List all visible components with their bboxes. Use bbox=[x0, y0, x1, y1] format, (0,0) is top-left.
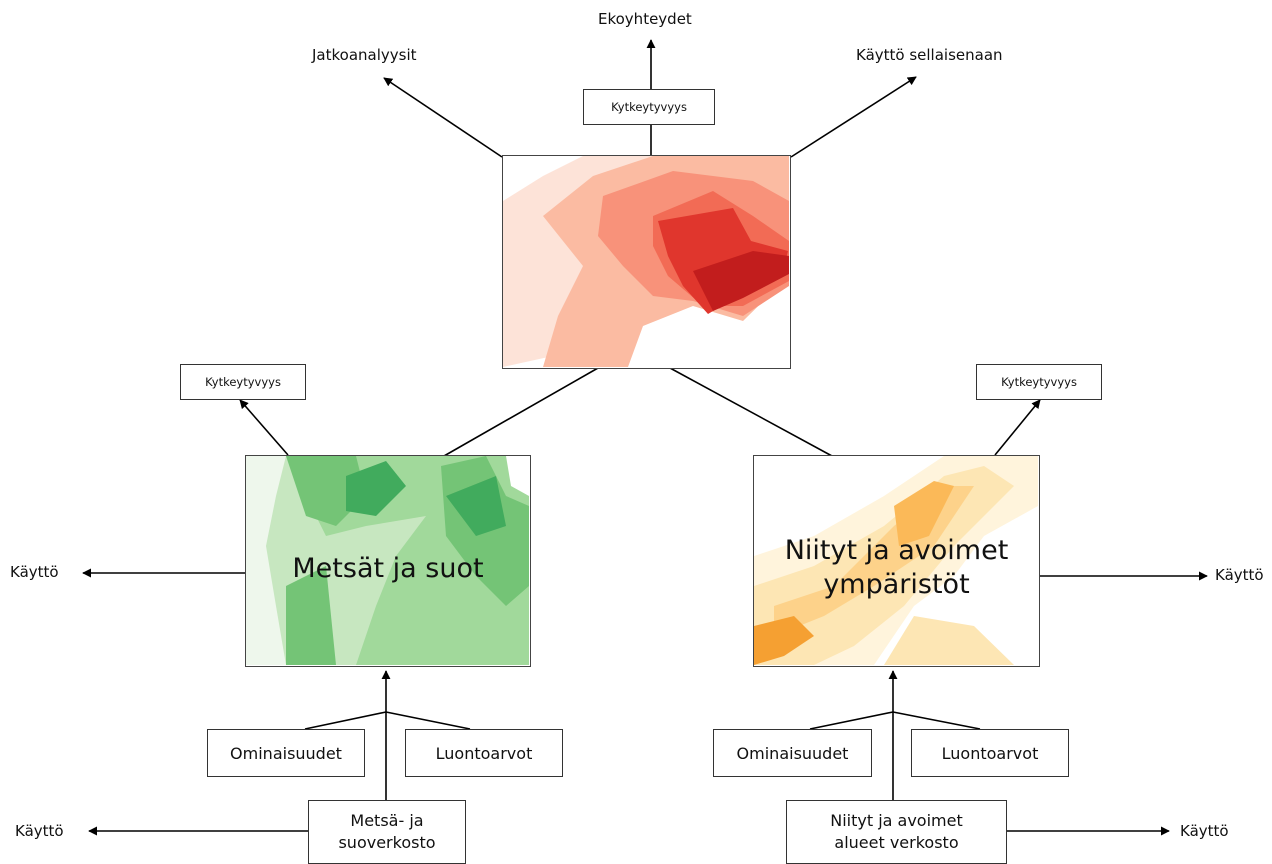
map-region-darkred bbox=[693, 251, 789, 311]
meadow-use-label: Käyttö bbox=[1215, 566, 1264, 584]
forest-luontoarvot-label: Luontoarvot bbox=[435, 743, 533, 763]
meadow-connectivity-label: Kytkeytyvyys bbox=[1001, 375, 1077, 389]
label-jatkoanalyysit: Jatkoanalyysit bbox=[312, 46, 417, 64]
meadow-connectivity-box: Kytkeytyvyys bbox=[976, 364, 1102, 400]
forest-use-label: Käyttö bbox=[10, 563, 59, 581]
arrow-meadow-kytkeytyvyys bbox=[994, 399, 1041, 456]
meadow-ominaisuudet-box: Ominaisuudet bbox=[713, 729, 872, 777]
arrow-forest-kytkeytyvyys bbox=[239, 399, 289, 456]
forest-ominaisuudet-box: Ominaisuudet bbox=[207, 729, 365, 777]
meadow-region-strong bbox=[894, 481, 954, 546]
forest-region-dark bbox=[346, 461, 406, 516]
meadow-network-line2: alueet verkosto bbox=[834, 833, 959, 852]
arrow-jatkoanalyysit bbox=[383, 77, 503, 158]
combined-connectivity-map bbox=[502, 155, 791, 369]
forest-connectivity-box: Kytkeytyvyys bbox=[180, 364, 306, 400]
meadow-map-raster bbox=[754, 456, 1038, 665]
link-forest-to-top bbox=[443, 367, 599, 457]
meadow-map: Niityt ja avoimet ympäristöt bbox=[753, 455, 1040, 667]
forest-network-line1: Metsä- ja bbox=[350, 811, 424, 830]
map-white-notch bbox=[633, 326, 789, 367]
combined-map-raster bbox=[503, 156, 789, 367]
meadow-map-title-line2: ympäristöt bbox=[823, 569, 970, 600]
arrow-kaytto-sellaisenaan bbox=[790, 76, 917, 158]
top-connectivity-label: Kytkeytyvyys bbox=[611, 100, 687, 114]
meadow-region-dark bbox=[754, 616, 814, 665]
meadow-map-title-line1: Niityt ja avoimet bbox=[784, 535, 1009, 566]
label-kaytto-sellaisenaan: Käyttö sellaisenaan bbox=[856, 46, 1003, 64]
forest-map-title: Metsät ja suot bbox=[292, 553, 484, 584]
meadow-luontoarvot-box: Luontoarvot bbox=[911, 729, 1069, 777]
link-meadow-to-top bbox=[669, 367, 833, 457]
meadow-network-line1: Niityt ja avoimet bbox=[830, 811, 963, 830]
meadow-luontoarvot-label: Luontoarvot bbox=[941, 743, 1039, 763]
forest-map: Metsät ja suot bbox=[245, 455, 531, 667]
forest-network-line2: suoverkosto bbox=[338, 833, 436, 852]
forest-map-raster bbox=[246, 456, 529, 665]
forest-ominaisuudet-label: Ominaisuudet bbox=[230, 743, 342, 763]
forest-connectivity-label: Kytkeytyvyys bbox=[205, 375, 281, 389]
forest-network-box: Metsä- ja suoverkosto bbox=[308, 800, 466, 864]
meadow-map-title: Niityt ja avoimet ympäristöt bbox=[754, 534, 1039, 602]
top-connectivity-box: Kytkeytyvyys bbox=[583, 89, 715, 125]
meadow-network-box: Niityt ja avoimet alueet verkosto bbox=[786, 800, 1007, 864]
meadow-network-use-label: Käyttö bbox=[1180, 822, 1229, 840]
meadow-ominaisuudet-label: Ominaisuudet bbox=[736, 743, 849, 763]
forest-luontoarvot-box: Luontoarvot bbox=[405, 729, 563, 777]
forest-network-use-label: Käyttö bbox=[15, 822, 64, 840]
label-ekoyhteydet: Ekoyhteydet bbox=[598, 10, 692, 28]
